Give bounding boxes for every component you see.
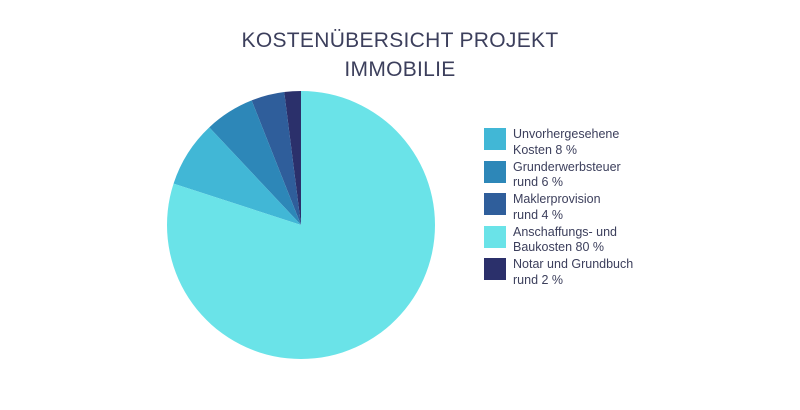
chart-title: KOSTENÜBERSICHT PROJEKT IMMOBILIE [0, 26, 800, 84]
pie-slice-0 [173, 127, 301, 225]
legend-label: Notar und Grundbuch rund 2 % [513, 257, 634, 287]
legend-label: Anschaffungs- und Baukosten 80 % [513, 224, 618, 255]
legend-swatch [484, 160, 506, 183]
legend-item-grunderwerbsteuer: Grunderwerbsteuer rund 6 % [484, 160, 674, 193]
legend-swatch [484, 128, 506, 150]
chart-title-line-2: IMMOBILIE [344, 58, 456, 81]
legend-item-unvorhergesehene-kosten: Unvorhergesehene Kosten 8 % [484, 127, 674, 160]
legend-label: Maklerprovision rund 4 % [513, 192, 601, 222]
legend-item-anschaffungs-und-baukosten: Anschaffungs- und Baukosten 80 % [484, 225, 674, 258]
pie-slice-4 [284, 91, 301, 225]
legend-label: Grunderwerbsteuer rund 6 % [513, 159, 621, 190]
legend-label: Unvorhergesehene Kosten 8 % [513, 127, 620, 157]
pie-slice-1 [209, 100, 301, 225]
legend-item-notar-und-grundbuch: Notar und Grundbuch rund 2 % [484, 257, 674, 290]
pie-slice-2 [251, 92, 301, 225]
legend-swatch [484, 193, 506, 215]
chart-title-line-1: KOSTENÜBERSICHT PROJEKT [241, 29, 559, 52]
legend-swatch [484, 258, 506, 280]
pie-slice-3 [167, 91, 436, 360]
legend-swatch [484, 225, 506, 248]
legend: Unvorhergesehene Kosten 8 % Grunderwerbs… [484, 127, 674, 290]
legend-item-maklerprovision: Maklerprovision rund 4 % [484, 192, 674, 225]
